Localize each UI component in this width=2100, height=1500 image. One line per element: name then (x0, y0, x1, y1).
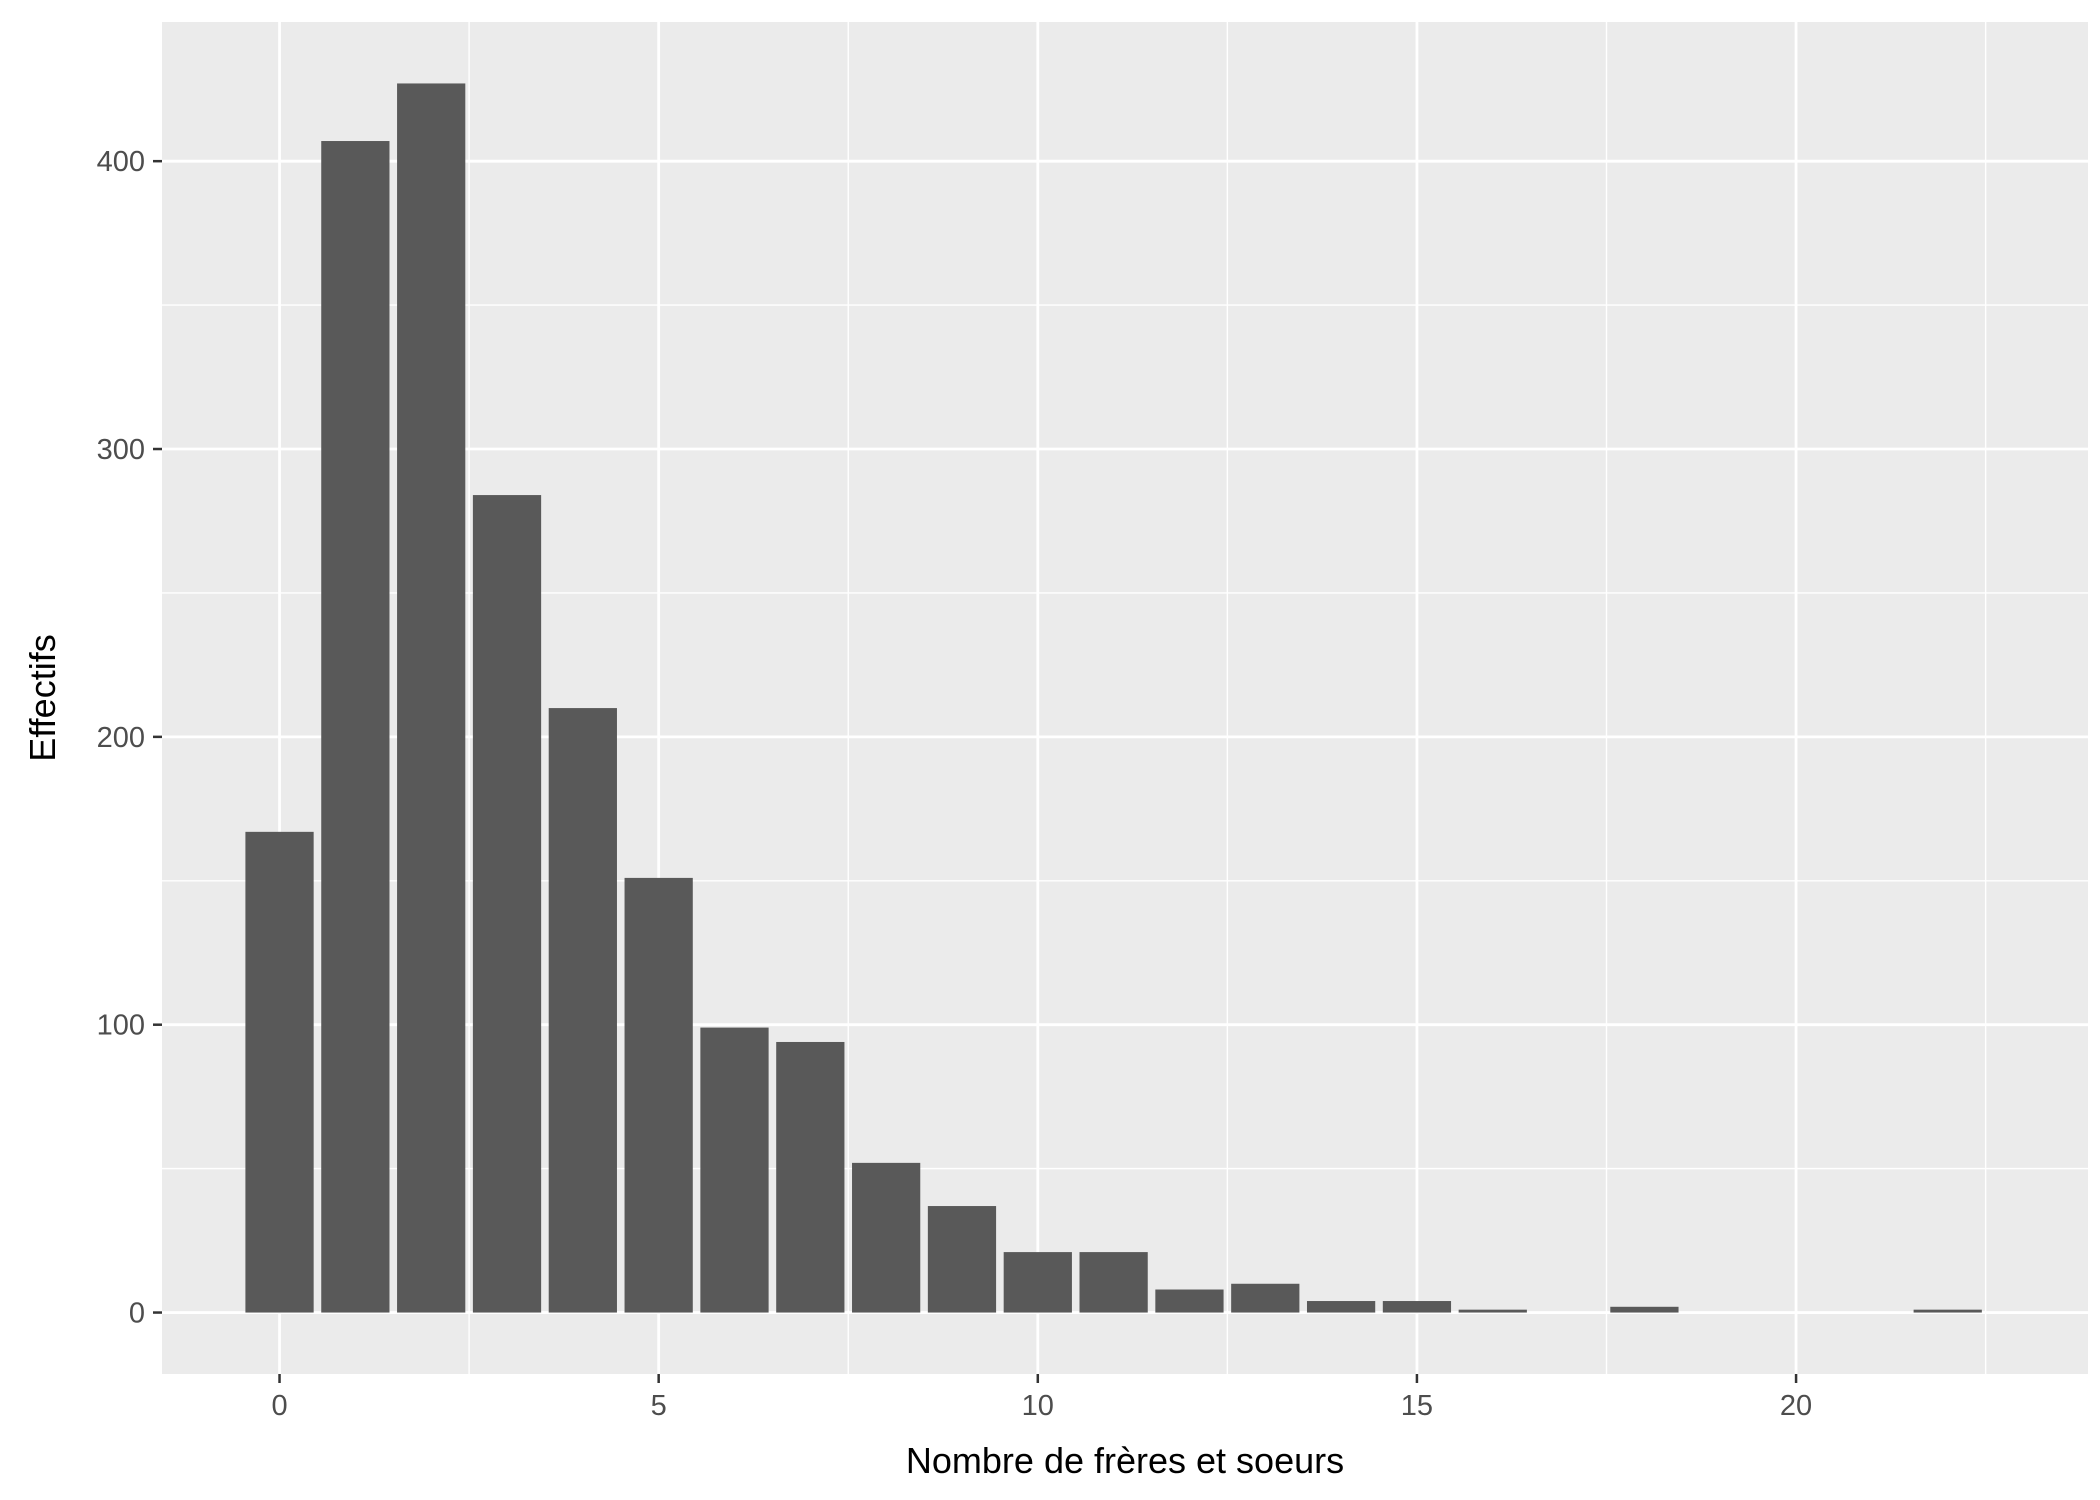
bar (397, 83, 466, 1313)
bar (548, 708, 617, 1313)
y-tick-label: 100 (97, 1010, 145, 1042)
x-tick-label: 5 (651, 1390, 667, 1422)
x-axis-title: Nombre de frères et soeurs (906, 1440, 1344, 1481)
x-axis: 0 5 10 15 20 (271, 1374, 1812, 1422)
bars-group (245, 83, 1982, 1313)
bar (1079, 1252, 1148, 1313)
y-axis-title: Effectifs (22, 634, 63, 761)
y-axis: 0 100 200 300 400 (97, 146, 162, 1330)
bar (1458, 1309, 1527, 1313)
y-tick-label: 300 (97, 434, 145, 466)
bar (776, 1041, 845, 1313)
x-tick-label: 20 (1780, 1390, 1812, 1422)
bar (1382, 1301, 1452, 1313)
bar (927, 1206, 997, 1313)
bar (321, 141, 390, 1313)
x-tick-label: 10 (1022, 1390, 1054, 1422)
y-tick-label: 0 (129, 1298, 145, 1330)
bar (700, 1027, 769, 1313)
x-tick-label: 15 (1401, 1390, 1433, 1422)
bar (245, 831, 314, 1313)
y-tick-label: 400 (97, 146, 145, 178)
bar (472, 495, 542, 1313)
bar (1913, 1309, 1982, 1313)
bar (1231, 1283, 1300, 1313)
bar (1610, 1306, 1679, 1313)
x-tick-label: 0 (271, 1390, 287, 1422)
bar (624, 877, 693, 1313)
bar (852, 1162, 921, 1313)
y-tick-label: 200 (97, 722, 145, 754)
bar (1003, 1252, 1072, 1313)
bar (1155, 1289, 1224, 1313)
bar (1306, 1301, 1376, 1313)
